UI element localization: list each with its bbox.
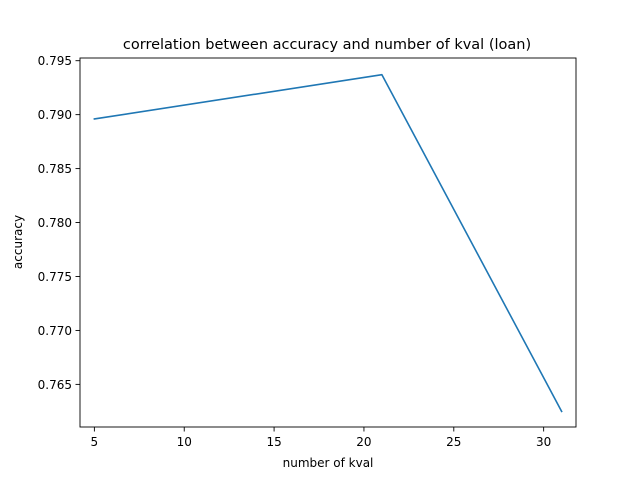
plot-area [79, 57, 577, 428]
x-axis-label: number of kval [283, 456, 374, 470]
y-tick-label: 0.795 [38, 54, 72, 68]
series-line-0 [93, 73, 563, 413]
series-layer [93, 73, 563, 413]
y-tick-label: 0.785 [38, 162, 72, 176]
y-axis: 0.765 0.770 0.775 0.780 0.785 0.790 0.795 [38, 54, 80, 392]
x-tick-label: 25 [446, 435, 461, 449]
chart-title: correlation between accuracy and number … [123, 37, 531, 53]
y-tick-label: 0.790 [38, 108, 72, 122]
x-tick-label: 10 [177, 435, 192, 449]
y-tick-label: 0.770 [38, 324, 72, 338]
x-axis: 5 10 15 20 25 30 [91, 427, 551, 449]
x-tick-label: 15 [266, 435, 281, 449]
x-tick-label: 30 [536, 435, 551, 449]
y-tick-label: 0.765 [38, 378, 72, 392]
y-tick-label: 0.775 [38, 270, 72, 284]
x-tick-label: 20 [356, 435, 371, 449]
y-tick-label: 0.780 [38, 216, 72, 230]
y-axis-label: accuracy [11, 215, 25, 269]
x-tick-label: 5 [91, 435, 99, 449]
axes-frame [79, 57, 577, 428]
